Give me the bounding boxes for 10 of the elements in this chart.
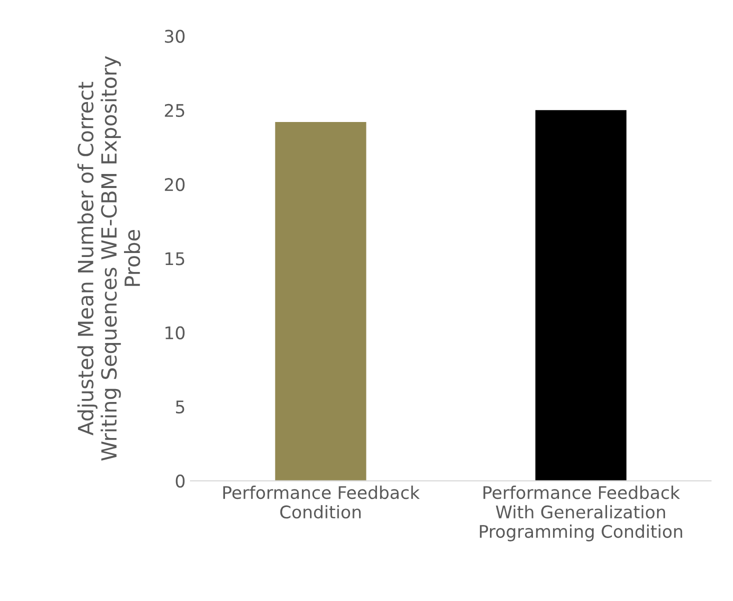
- y-tick-label: 15: [166, 252, 184, 266]
- y-tick-label: 20: [164, 178, 185, 192]
- y-axis-title: Adjusted Mean Number of Correct Writing Sequences WE-CBM Expository Probe: [77, 56, 140, 461]
- x-tick-label: Performance Feedback With Generalization Programming Condition: [480, 486, 682, 542]
- y-tick-label: 25: [164, 104, 184, 118]
- y-tick-label: 5: [176, 400, 184, 414]
- y-tick-label: 30: [164, 30, 185, 43]
- y-tick-label: 0: [176, 474, 185, 488]
- y-tick-label: 10: [166, 326, 185, 340]
- x-tick-label: Performance Feedback Condition: [223, 486, 420, 519]
